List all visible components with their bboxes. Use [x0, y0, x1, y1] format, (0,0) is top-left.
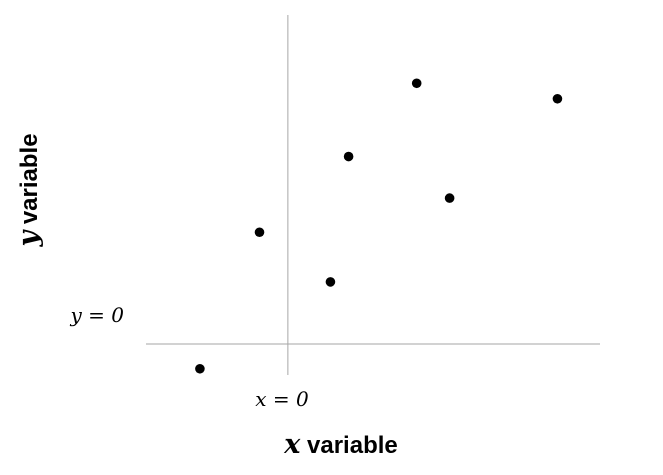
y-axis-title-text: variable: [16, 133, 43, 230]
data-points: [195, 78, 563, 374]
data-point-1: [195, 363, 205, 374]
data-point-6: [444, 193, 455, 203]
x-zero-label: x = 0: [255, 387, 309, 411]
data-point-7: [552, 93, 563, 104]
x-axis-title: x variable: [283, 429, 398, 460]
y-axis-variable-symbol: y: [13, 229, 44, 248]
axes: [146, 15, 600, 375]
data-point-3: [325, 277, 336, 287]
x-axis-variable-symbol: x: [283, 429, 301, 460]
y-axis-title: y variable: [13, 133, 44, 247]
data-point-5: [411, 78, 422, 89]
y-zero-label: y = 0: [70, 303, 125, 327]
data-point-2: [254, 227, 265, 238]
data-point-4: [343, 151, 354, 162]
x-axis-title-text: variable: [300, 432, 397, 459]
